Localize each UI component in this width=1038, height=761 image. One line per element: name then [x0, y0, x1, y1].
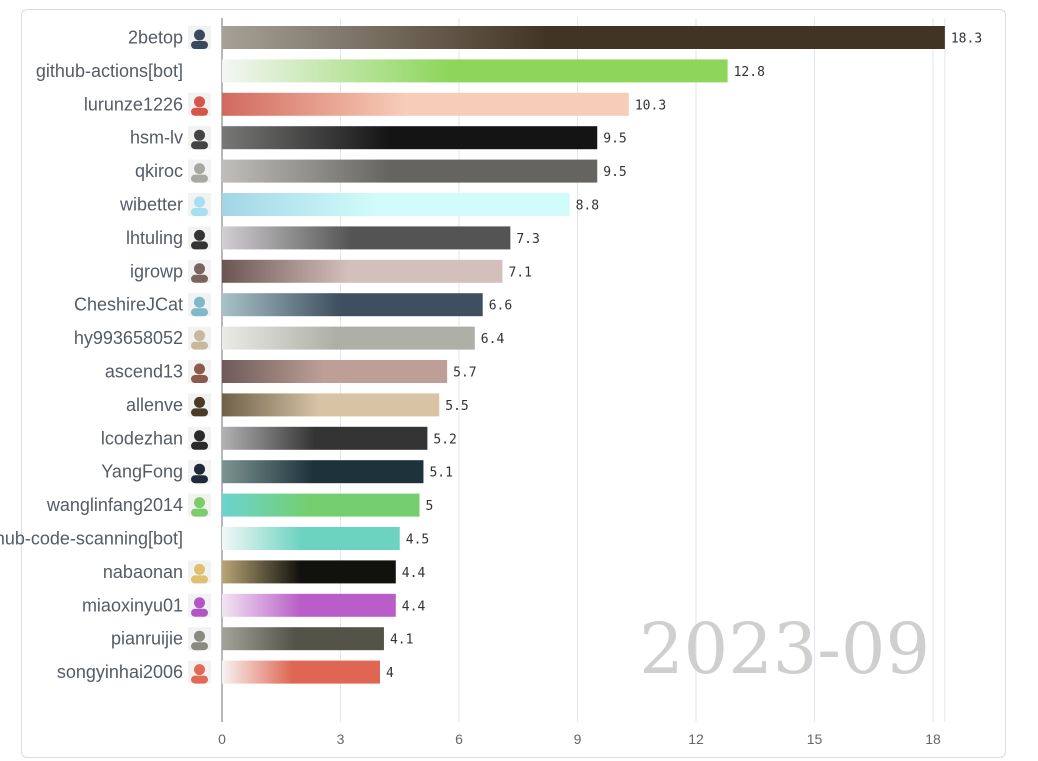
x-tick-label: 3: [337, 731, 345, 747]
avatar-icon: [188, 193, 211, 216]
bar: [222, 326, 475, 350]
avatar-icon: [188, 393, 211, 417]
value-label: 10.3: [635, 98, 666, 113]
value-label: 4.5: [406, 533, 429, 548]
value-label: 4: [386, 666, 394, 681]
avatar-icon: [188, 560, 211, 584]
value-label: 7.1: [508, 265, 531, 280]
value-label: 7.3: [516, 232, 539, 247]
x-tick-label: 15: [807, 731, 823, 747]
bar: [222, 660, 380, 684]
avatar-icon: [188, 92, 211, 116]
bar: [222, 493, 420, 517]
avatar-icon: [188, 460, 211, 484]
avatar-icon: [188, 627, 211, 651]
value-label: 4.4: [402, 566, 426, 581]
category-label: hy993658052: [74, 328, 183, 348]
x-tick-label: 12: [688, 731, 704, 747]
bar: [222, 92, 629, 116]
avatar-icon: [188, 326, 211, 350]
avatar-icon: [188, 126, 211, 150]
x-tick-labels: 0 3 6 9 12 15 18: [218, 731, 941, 747]
x-tick-label: 9: [574, 731, 582, 747]
value-label: 4.4: [402, 599, 426, 614]
value-labels: 18.3 12.8 10.3 9.5 9.5 8.8 7.3 7.1 6.6 6.4 5.7 5.5 5…: [386, 32, 982, 682]
bar: [222, 59, 728, 83]
avatar-icon: [188, 159, 211, 183]
category-label: qkiroc: [135, 161, 183, 181]
category-labels: 2betop github-actions[bot] lurunze1226 hsm-…: [0, 28, 183, 683]
avatar-icon: [188, 26, 211, 49]
bar: [222, 627, 384, 651]
avatar-icon: [188, 360, 211, 383]
x-tick-label: 0: [218, 731, 226, 747]
value-label: 9.5: [603, 165, 626, 180]
bar: [222, 593, 396, 617]
bar: [222, 26, 945, 49]
value-label: 5.5: [445, 399, 468, 414]
category-label: lhtuling: [126, 228, 183, 248]
category-label: CheshireJCat: [74, 295, 183, 315]
value-label: 4.1: [390, 633, 413, 648]
value-label: 6.4: [481, 332, 505, 347]
avatar-icon: [188, 226, 211, 250]
value-label: 5.1: [429, 466, 452, 481]
category-label: 2betop: [128, 28, 183, 48]
value-label: 12.8: [734, 65, 765, 80]
avatars-group: [188, 26, 211, 684]
bar: [222, 193, 570, 216]
category-label: pianruijie: [111, 629, 183, 649]
bar: [222, 126, 598, 150]
category-label: lcodezhan: [101, 428, 183, 448]
avatar-icon: [188, 293, 211, 317]
value-label: 18.3: [951, 32, 982, 47]
bar: [222, 393, 440, 417]
bar: [222, 426, 428, 450]
category-label: allenve: [126, 395, 183, 415]
bars-group: [222, 26, 945, 684]
bar: [222, 259, 503, 283]
category-label: github-actions[bot]: [36, 61, 183, 81]
x-tick-label: 18: [925, 731, 941, 747]
avatar-icon: [188, 259, 211, 283]
avatar-icon: [188, 493, 211, 517]
category-label: nabaonan: [103, 562, 183, 582]
value-label: 6.6: [489, 299, 512, 314]
value-label: 5: [426, 499, 434, 514]
value-label: 5.7: [453, 366, 476, 381]
period-label: 2023-09: [639, 608, 930, 690]
x-tick-label: 6: [455, 731, 463, 747]
value-label: 9.5: [603, 132, 626, 147]
category-label: igrowp: [130, 261, 183, 281]
avatar-icon: [188, 593, 211, 617]
category-label: ascend13: [105, 362, 183, 382]
bar: [222, 527, 400, 550]
category-label: miaoxinyu01: [82, 595, 183, 615]
value-label: 5.2: [433, 432, 456, 447]
category-label: hsm-lv: [130, 128, 183, 148]
bar: [222, 226, 511, 250]
category-label: wibetter: [119, 195, 183, 215]
bar: [222, 159, 598, 183]
bar: [222, 293, 483, 317]
category-label: YangFong: [101, 462, 183, 482]
category-label: songyinhai2006: [57, 662, 183, 682]
bar: [222, 360, 448, 383]
avatar-icon: [188, 426, 211, 450]
category-label: github-code-scanning[bot]: [0, 529, 183, 549]
value-label: 8.8: [576, 199, 599, 214]
category-label: lurunze1226: [84, 94, 183, 114]
avatar-icon: [188, 660, 211, 684]
category-label: wanglinfang2014: [46, 495, 183, 515]
bar: [222, 560, 396, 584]
bar: [222, 460, 424, 484]
